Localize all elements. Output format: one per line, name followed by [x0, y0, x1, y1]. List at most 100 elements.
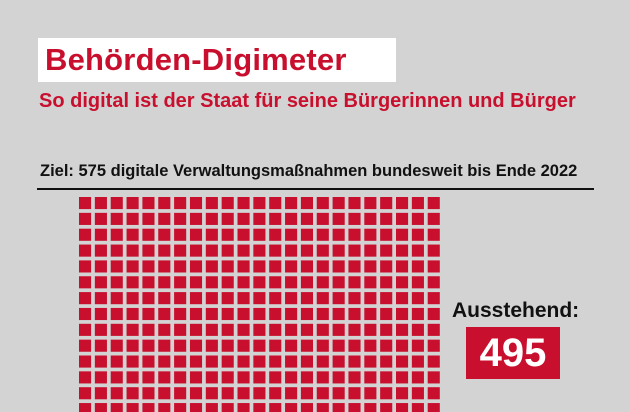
pending-badge: 495	[466, 327, 560, 379]
waffle-cell	[411, 212, 424, 225]
waffle-cell	[427, 307, 440, 321]
waffle-cell	[300, 387, 313, 400]
waffle-cell	[174, 244, 187, 257]
waffle-cell	[142, 260, 155, 273]
waffle-cell	[142, 371, 155, 384]
waffle-cell	[158, 276, 171, 289]
waffle-cell	[364, 260, 377, 273]
waffle-cell	[300, 292, 313, 305]
waffle-cell	[285, 212, 298, 225]
waffle-cell	[396, 323, 409, 336]
waffle-cell	[269, 228, 282, 241]
waffle-cell	[380, 244, 393, 257]
waffle-cell	[285, 371, 298, 384]
waffle-cell	[110, 212, 123, 225]
waffle-cell	[94, 197, 107, 210]
waffle-cell	[221, 212, 234, 225]
waffle-cell	[364, 371, 377, 384]
waffle-cell	[237, 212, 250, 225]
waffle-cell	[316, 292, 329, 305]
waffle-cell	[174, 276, 187, 289]
waffle-cell	[205, 292, 218, 305]
waffle-cell	[126, 244, 139, 257]
waffle-cell	[253, 292, 266, 305]
waffle-cell	[94, 371, 107, 384]
waffle-cell	[285, 323, 298, 336]
waffle-cell	[142, 307, 155, 321]
waffle-cell	[189, 197, 203, 210]
waffle-cell	[364, 403, 377, 412]
waffle-cell	[110, 197, 123, 210]
waffle-cell	[205, 244, 218, 257]
waffle-cell	[110, 387, 123, 400]
waffle-cell	[380, 228, 393, 241]
waffle-cell	[396, 292, 409, 305]
waffle-cell	[348, 371, 361, 384]
waffle-cell	[158, 355, 171, 368]
waffle-cell	[126, 339, 139, 352]
waffle-cell	[237, 228, 250, 241]
waffle-cell	[427, 292, 440, 305]
waffle-cell	[79, 292, 92, 305]
waffle-cell	[380, 339, 393, 352]
waffle-cell	[380, 197, 393, 210]
waffle-cell	[189, 212, 203, 225]
waffle-cell	[300, 228, 313, 241]
waffle-cell	[110, 292, 123, 305]
waffle-cell	[110, 228, 123, 241]
waffle-cell	[94, 276, 107, 289]
waffle-cell	[411, 228, 424, 241]
waffle-cell	[205, 339, 218, 352]
waffle-cell	[411, 197, 424, 210]
waffle-cell	[189, 228, 203, 241]
waffle-cell	[94, 212, 107, 225]
waffle-cell	[300, 197, 313, 210]
waffle-cell	[205, 371, 218, 384]
waffle-cell	[79, 355, 92, 368]
waffle-cell	[380, 371, 393, 384]
waffle-cell	[94, 323, 107, 336]
waffle-cell	[237, 387, 250, 400]
title-box: Behörden-Digimeter	[38, 38, 396, 82]
waffle-cell	[269, 355, 282, 368]
waffle-cell	[332, 355, 345, 368]
waffle-cell	[253, 276, 266, 289]
waffle-cell	[253, 355, 266, 368]
waffle-cell	[269, 244, 282, 257]
waffle-cell	[364, 197, 377, 210]
waffle-cell	[285, 197, 298, 210]
waffle-cell	[142, 323, 155, 336]
waffle-cell	[396, 244, 409, 257]
waffle-cell	[427, 276, 440, 289]
waffle-cell	[364, 355, 377, 368]
waffle-cell	[332, 307, 345, 321]
waffle-cell	[411, 339, 424, 352]
waffle-cell	[79, 212, 92, 225]
waffle-cell	[316, 228, 329, 241]
waffle-cell	[269, 260, 282, 273]
waffle-cell	[94, 387, 107, 400]
waffle-cell	[205, 355, 218, 368]
waffle-cell	[285, 387, 298, 400]
divider-rule	[37, 188, 594, 190]
waffle-cell	[126, 371, 139, 384]
waffle-cell	[253, 244, 266, 257]
waffle-cell	[253, 387, 266, 400]
waffle-cell	[348, 212, 361, 225]
waffle-cell	[427, 387, 440, 400]
waffle-cell	[126, 323, 139, 336]
waffle-cell	[237, 276, 250, 289]
waffle-cell	[332, 323, 345, 336]
waffle-cell	[189, 355, 203, 368]
waffle-cell	[110, 260, 123, 273]
waffle-cell	[285, 228, 298, 241]
waffle-cell	[300, 339, 313, 352]
waffle-cell	[411, 292, 424, 305]
waffle-cell	[174, 260, 187, 273]
waffle-cell	[364, 276, 377, 289]
waffle-cell	[427, 323, 440, 336]
waffle-cell	[332, 212, 345, 225]
waffle-cell	[380, 276, 393, 289]
waffle-cell	[189, 307, 203, 321]
waffle-cell	[269, 323, 282, 336]
